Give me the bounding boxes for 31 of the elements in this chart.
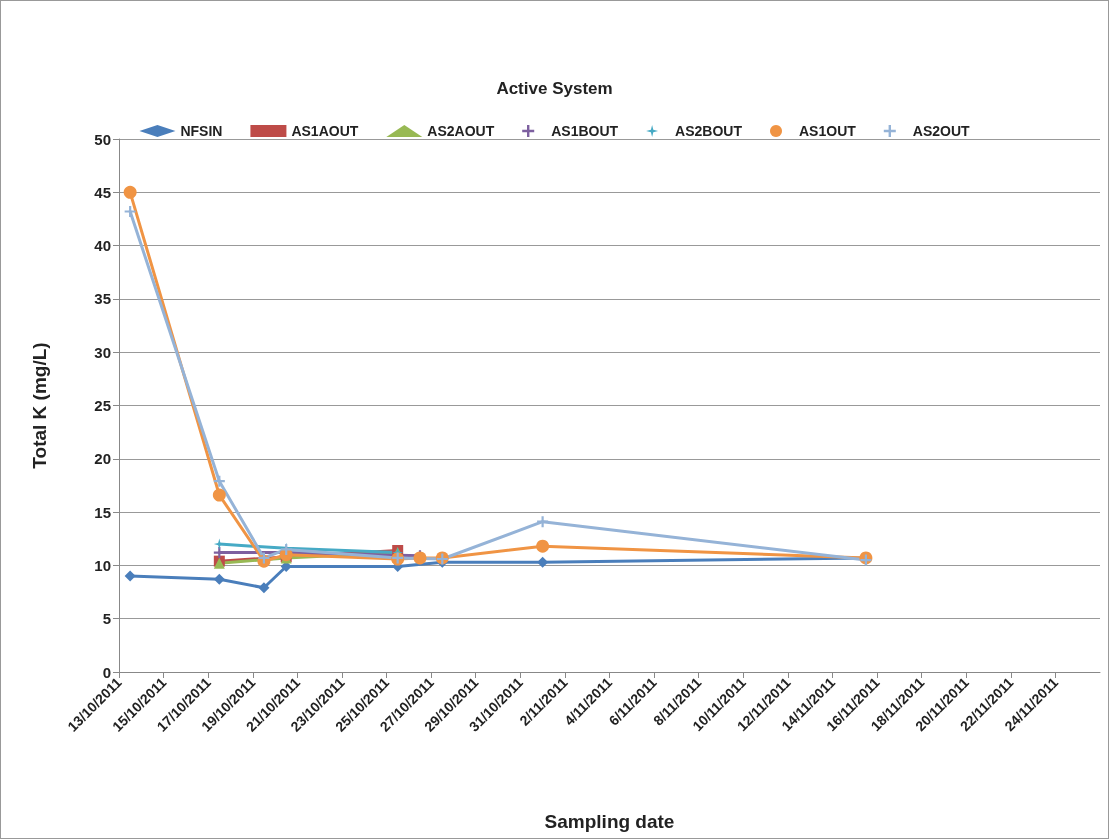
y-tick-label: 5 (102, 610, 111, 628)
y-tick-label: 10 (94, 556, 111, 574)
y-tick-label: 45 (94, 183, 111, 201)
point (258, 552, 270, 564)
point (213, 573, 225, 585)
legend-label: AS1AOUT (291, 123, 359, 139)
legend-label: AS2AOUT (427, 123, 495, 139)
point (213, 475, 225, 487)
y-tick-label: 20 (94, 450, 111, 468)
y-tick-label: 25 (94, 397, 111, 414)
x-axis-title: Sampling date (544, 811, 675, 832)
point (536, 539, 550, 553)
point (124, 205, 136, 217)
y-tick-label: 35 (94, 290, 111, 308)
legend-label: AS2OUT (912, 123, 971, 139)
y-tick-label: 0 (102, 663, 111, 681)
point (537, 516, 549, 528)
y-tick-label: 30 (94, 343, 111, 361)
point (212, 488, 226, 502)
legend-label: AS1BOUT (551, 123, 619, 139)
point (123, 185, 137, 199)
legend-label: AS2BOUT (675, 123, 743, 139)
legend-label: AS1OUT (799, 123, 857, 139)
point (258, 582, 270, 594)
y-tick-label: 15 (94, 503, 111, 521)
legend-label: NFSIN (180, 123, 223, 139)
y-tick-label: 50 (94, 130, 111, 148)
point (124, 570, 136, 582)
y-axis-title: Total K (mg/L) (29, 342, 50, 469)
chart-title: Active System (496, 79, 613, 98)
y-tick-label: 40 (94, 237, 111, 255)
